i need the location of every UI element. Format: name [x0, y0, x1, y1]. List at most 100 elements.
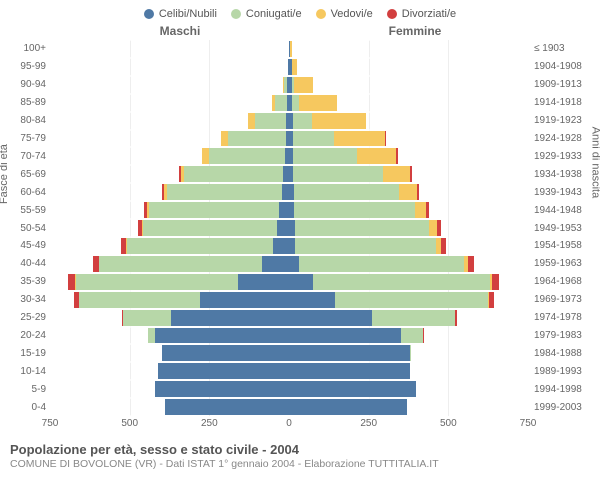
side-headers: Maschi Femmine — [10, 24, 590, 38]
segment-widowed — [399, 184, 417, 200]
female-bar — [289, 183, 528, 201]
segment-married — [123, 310, 171, 326]
segment-single — [165, 399, 289, 415]
pyramid-row — [50, 183, 528, 201]
male-bar — [50, 40, 289, 58]
female-header: Femmine — [300, 24, 590, 38]
segment-married — [99, 256, 262, 272]
legend-item: Celibi/Nubili — [144, 8, 217, 20]
segment-married — [372, 310, 455, 326]
pyramid-row — [50, 147, 528, 165]
age-tick: 100+ — [10, 40, 50, 58]
male-bar — [50, 219, 289, 237]
age-tick: 80-84 — [10, 112, 50, 130]
segment-widowed — [248, 113, 255, 129]
segment-single — [289, 328, 401, 344]
male-bar — [50, 147, 289, 165]
male-bar — [50, 237, 289, 255]
male-bar — [50, 362, 289, 380]
pyramid-row — [50, 237, 528, 255]
female-bar — [289, 273, 528, 291]
x-axis: 7505002500250500750 — [10, 418, 590, 432]
segment-widowed — [429, 220, 437, 236]
segment-married — [293, 166, 382, 182]
pyramid-row — [50, 362, 528, 380]
age-tick: 5-9 — [10, 380, 50, 398]
segment-married — [228, 131, 285, 147]
segment-widowed — [357, 148, 397, 164]
male-bar — [50, 309, 289, 327]
birth-tick: 1964-1968 — [534, 273, 590, 291]
male-bar — [50, 130, 289, 148]
x-tick: 250 — [201, 418, 218, 429]
female-bar — [289, 362, 528, 380]
chart-area: Fasce di età Anni di nascita 100+95-9990… — [10, 40, 590, 416]
female-bar — [289, 58, 528, 76]
female-bar — [289, 380, 528, 398]
segment-divorced — [396, 148, 398, 164]
age-tick: 90-94 — [10, 76, 50, 94]
male-bar — [50, 380, 289, 398]
pyramid-row — [50, 309, 528, 327]
segment-married — [299, 256, 465, 272]
birth-tick: 1949-1953 — [534, 219, 590, 237]
pyramid-row — [50, 130, 528, 148]
plot-area — [50, 40, 528, 416]
female-bar — [289, 398, 528, 416]
legend-item: Divorziati/e — [387, 8, 456, 20]
birth-tick: 1939-1943 — [534, 183, 590, 201]
segment-widowed — [294, 77, 313, 93]
female-bar — [289, 344, 528, 362]
birth-tick: 1984-1988 — [534, 344, 590, 362]
pyramid-row — [50, 94, 528, 112]
segment-married — [184, 166, 283, 182]
birth-tick: 1919-1923 — [534, 112, 590, 130]
segment-divorced — [426, 202, 429, 218]
male-bar — [50, 344, 289, 362]
pyramid-row — [50, 219, 528, 237]
segment-married — [295, 238, 435, 254]
pyramid-row — [50, 398, 528, 416]
segment-married — [401, 328, 423, 344]
legend-item: Vedovi/e — [316, 8, 373, 20]
male-bar — [50, 255, 289, 273]
segment-single — [162, 345, 289, 361]
age-tick: 15-19 — [10, 344, 50, 362]
male-bar — [50, 398, 289, 416]
segment-single — [289, 399, 407, 415]
segment-married — [313, 274, 490, 290]
age-tick: 40-44 — [10, 255, 50, 273]
legend: Celibi/Nubili Coniugati/e Vedovi/e Divorzia… — [10, 8, 590, 20]
male-bar — [50, 183, 289, 201]
pyramid-row — [50, 255, 528, 273]
birth-tick: 1924-1928 — [534, 130, 590, 148]
birth-year-axis: ≤ 19031904-19081909-19131914-19181919-19… — [528, 40, 590, 416]
birth-tick: 1979-1983 — [534, 327, 590, 345]
age-tick: 35-39 — [10, 273, 50, 291]
segment-married — [293, 148, 357, 164]
birth-tick: 1944-1948 — [534, 201, 590, 219]
segment-married — [209, 148, 285, 164]
legend-label: Coniugati/e — [246, 8, 302, 20]
segment-single — [289, 292, 335, 308]
x-tick: 250 — [360, 418, 377, 429]
age-tick: 55-59 — [10, 201, 50, 219]
male-bar — [50, 201, 289, 219]
birth-tick: 1914-1918 — [534, 94, 590, 112]
segment-widowed — [415, 202, 426, 218]
female-bar — [289, 76, 528, 94]
segment-widowed — [299, 95, 337, 111]
segment-married — [294, 202, 415, 218]
age-tick: 20-24 — [10, 327, 50, 345]
y-axis-left-label: Fasce di età — [0, 144, 10, 204]
female-bar — [289, 112, 528, 130]
legend-label: Celibi/Nubili — [159, 8, 217, 20]
segment-widowed — [312, 113, 366, 129]
age-tick: 30-34 — [10, 291, 50, 309]
female-bar — [289, 327, 528, 345]
male-bar — [50, 58, 289, 76]
segment-divorced — [489, 292, 493, 308]
pyramid-row — [50, 112, 528, 130]
age-tick: 10-14 — [10, 362, 50, 380]
pyramid-row — [50, 291, 528, 309]
